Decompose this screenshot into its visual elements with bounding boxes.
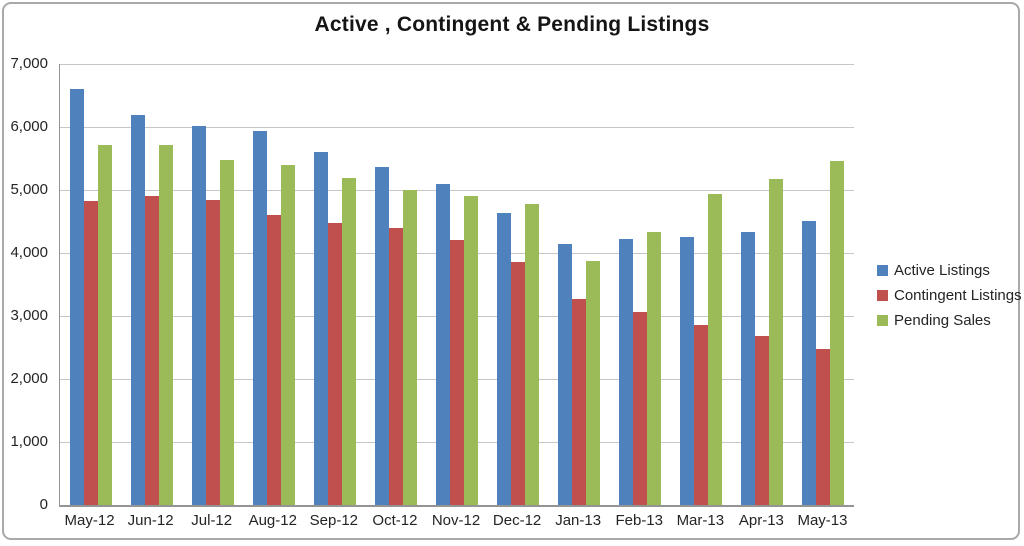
y-axis-tick-label: 5,000 (10, 181, 48, 198)
bar-pending-sales (158, 144, 173, 505)
bar-group (793, 64, 854, 505)
bar-group (121, 64, 182, 505)
bar-pending-sales (280, 165, 295, 505)
legend-item: Active Listings (877, 258, 1022, 283)
x-axis-tick-label: Nov-12 (431, 512, 481, 529)
legend-item: Contingent Listings (877, 283, 1022, 308)
bar-pending-sales (647, 231, 662, 505)
bar-contingent-listings (511, 261, 526, 505)
bar-contingent-listings (205, 200, 220, 505)
y-axis-labels: 0 1,000 2,000 3,000 4,000 5,000 6,000 7,000 (0, 55, 48, 513)
gridline (60, 127, 854, 128)
bar-contingent-listings (694, 324, 709, 505)
bar-pending-sales (341, 178, 356, 505)
bar-pending-sales (464, 195, 478, 505)
x-axis-tick-label: May-13 (797, 512, 848, 529)
bar-active-listings (436, 184, 450, 505)
bar-active-listings (313, 152, 328, 505)
gridline (60, 190, 854, 191)
x-axis-tick-label: Apr-13 (738, 512, 784, 529)
bar-contingent-listings (144, 196, 159, 505)
x-axis-tick-label: Jul-12 (191, 512, 233, 529)
bar-contingent-listings (388, 227, 403, 505)
bar-group (426, 64, 487, 505)
bar-active-listings (802, 220, 817, 505)
bar-group (60, 64, 121, 505)
legend-swatch-icon (877, 290, 888, 301)
legend-swatch-icon (877, 265, 888, 276)
bar-pending-sales (769, 179, 784, 505)
x-axis-tick-label: Jan-13 (555, 512, 602, 529)
legend-label: Active Listings (894, 262, 990, 279)
bar-active-listings (680, 236, 695, 505)
bar-pending-sales (525, 203, 540, 505)
bar-pending-sales (830, 161, 845, 505)
bar-group (488, 64, 549, 505)
bar-contingent-listings (572, 299, 587, 505)
x-axis-tick-label: Feb-13 (615, 512, 663, 529)
x-axis-tick-label: May-12 (64, 512, 115, 529)
gridline (60, 64, 854, 65)
legend-item: Pending Sales (877, 308, 1022, 333)
bar-pending-sales (402, 190, 417, 505)
y-axis-tick-label: 3,000 (10, 307, 48, 324)
y-axis-tick-label: 1,000 (10, 433, 48, 450)
bar-contingent-listings (755, 336, 770, 505)
bar-pending-sales (97, 145, 112, 505)
bar-group (732, 64, 793, 505)
bar-active-listings (741, 231, 756, 505)
x-axis-tick-label: Mar-13 (676, 512, 725, 529)
bar-contingent-listings (816, 348, 831, 505)
y-axis-tick-label: 0 (39, 496, 48, 513)
bar-group (610, 64, 671, 505)
bars (60, 64, 854, 505)
legend-label: Contingent Listings (894, 287, 1022, 304)
bar-contingent-listings (633, 312, 648, 505)
bar-active-listings (619, 238, 634, 505)
y-axis-tick-label: 2,000 (10, 370, 48, 387)
bar-group (243, 64, 304, 505)
x-axis-labels: May-12 Jun-12 Jul-12 Aug-12 Sep-12 Oct-12 Nov-… (59, 512, 853, 529)
bar-group (182, 64, 243, 505)
chart-title: Active , Contingent & Pending Listings (314, 13, 710, 36)
legend-swatch-icon (877, 315, 888, 326)
bar-active-listings (252, 130, 267, 505)
bar-active-listings (191, 126, 206, 505)
bar-group (549, 64, 610, 505)
bar-contingent-listings (83, 200, 98, 505)
legend-label: Pending Sales (894, 312, 991, 329)
bar-group (365, 64, 426, 505)
plot-area (59, 64, 854, 507)
bar-active-listings (374, 166, 389, 505)
y-axis-tick-label: 4,000 (10, 244, 48, 261)
y-axis-tick-label: 7,000 (10, 55, 48, 72)
y-axis-tick-label: 6,000 (10, 118, 48, 135)
x-axis-tick-label: Jun-12 (127, 512, 174, 529)
x-axis-tick-label: Oct-12 (372, 512, 418, 529)
legend: Active Listings Contingent Listings Pendin… (877, 258, 1022, 333)
bar-group (671, 64, 732, 505)
bar-active-listings (558, 244, 573, 505)
bar-pending-sales (219, 160, 234, 505)
bar-contingent-listings (327, 223, 342, 505)
bar-active-listings (69, 89, 84, 505)
bar-contingent-listings (450, 240, 464, 505)
bar-contingent-listings (266, 215, 281, 505)
x-axis-tick-label: Sep-12 (309, 512, 359, 529)
bar-active-listings (130, 115, 145, 505)
bar-pending-sales (708, 194, 723, 505)
bar-pending-sales (586, 260, 601, 505)
bar-active-listings (497, 212, 512, 505)
bar-group (304, 64, 365, 505)
x-axis-tick-label: Aug-12 (248, 512, 297, 529)
x-axis-tick-label: Dec-12 (492, 512, 542, 529)
